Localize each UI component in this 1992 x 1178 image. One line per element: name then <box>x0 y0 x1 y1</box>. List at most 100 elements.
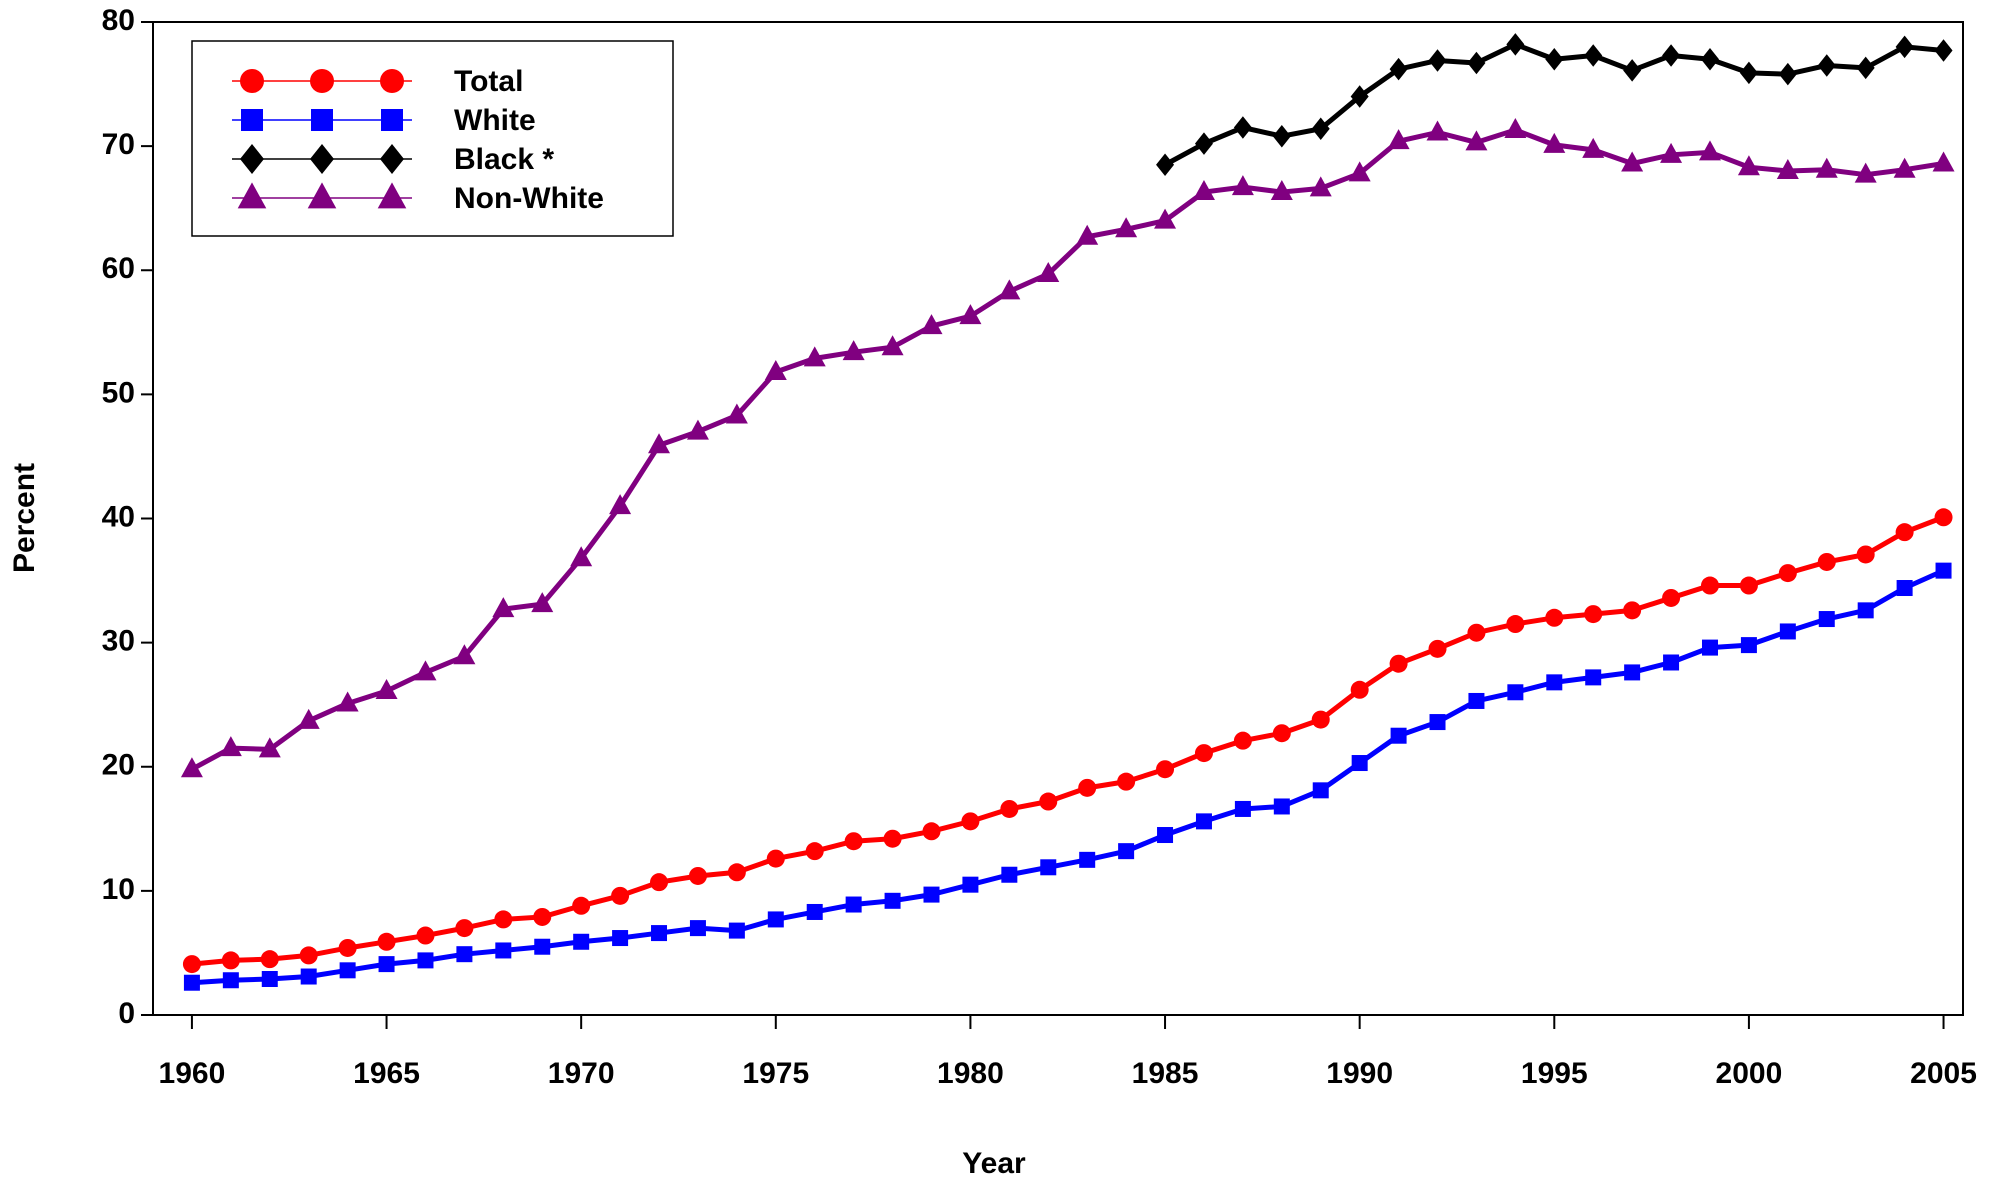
marker <box>650 873 669 892</box>
marker <box>1700 576 1719 595</box>
x-tick-label: 1970 <box>548 1057 615 1090</box>
marker <box>1390 727 1407 744</box>
marker <box>1776 158 1799 179</box>
marker <box>297 708 320 729</box>
marker <box>456 946 473 963</box>
marker <box>1312 782 1329 799</box>
marker <box>375 679 398 700</box>
marker <box>414 660 437 681</box>
y-tick-label: 50 <box>102 376 135 409</box>
marker <box>1817 54 1836 77</box>
marker <box>380 69 404 93</box>
marker <box>1468 692 1485 709</box>
marker <box>222 972 239 989</box>
marker <box>1078 778 1097 797</box>
marker <box>1079 851 1096 868</box>
marker <box>686 419 709 440</box>
y-tick-label: 20 <box>102 749 135 782</box>
marker <box>1895 523 1914 542</box>
marker <box>417 952 434 969</box>
marker <box>237 182 267 209</box>
y-tick-label: 40 <box>102 500 135 533</box>
series-line <box>191 568 1945 986</box>
marker <box>1233 116 1252 139</box>
marker <box>180 757 203 778</box>
x-tick-label: 1990 <box>1326 1057 1393 1090</box>
marker <box>531 592 554 613</box>
marker <box>494 910 513 929</box>
legend: Total White Black * Non-White <box>191 40 674 237</box>
marker <box>1584 605 1603 624</box>
marker <box>1467 51 1486 75</box>
marker <box>492 597 515 618</box>
y-axis-label: Percent <box>8 463 41 573</box>
marker <box>1778 62 1797 86</box>
marker <box>1662 44 1681 67</box>
marker <box>377 932 396 951</box>
legend-label: Non-White <box>454 182 604 215</box>
x-axis-label: Year <box>962 1147 1026 1178</box>
marker <box>1231 175 1254 196</box>
marker <box>307 182 337 209</box>
y-tick-label: 80 <box>102 4 135 37</box>
marker <box>182 955 201 974</box>
marker <box>1234 800 1251 817</box>
marker <box>1309 176 1332 197</box>
marker <box>1624 664 1641 681</box>
marker <box>651 925 668 942</box>
marker <box>1856 545 1875 564</box>
marker <box>842 340 865 361</box>
marker <box>1154 208 1177 229</box>
marker <box>1737 155 1760 176</box>
marker <box>183 974 200 991</box>
marker <box>1932 151 1955 172</box>
marker <box>1273 798 1290 815</box>
marker <box>1389 654 1408 673</box>
x-tick-label: 1960 <box>159 1057 226 1090</box>
marker <box>241 109 263 131</box>
marker <box>299 946 318 965</box>
marker <box>455 919 474 938</box>
x-tick-label: 2000 <box>1716 1057 1783 1090</box>
y-tick-label: 10 <box>102 873 135 906</box>
marker <box>728 922 745 939</box>
legend-box <box>191 40 674 237</box>
marker <box>1545 608 1564 627</box>
marker <box>612 930 629 947</box>
marker <box>1660 142 1683 163</box>
marker <box>240 69 264 93</box>
marker <box>1584 44 1603 67</box>
marker <box>533 907 552 926</box>
marker <box>1895 35 1914 59</box>
marker <box>221 951 240 970</box>
marker <box>260 950 279 969</box>
marker <box>310 69 334 93</box>
marker <box>806 903 823 920</box>
marker <box>1350 680 1369 699</box>
marker <box>920 314 943 335</box>
marker <box>1818 611 1835 628</box>
marker <box>1465 130 1488 151</box>
y-tick-label: 60 <box>102 252 135 285</box>
marker <box>1623 601 1642 620</box>
marker <box>1000 799 1019 818</box>
marker <box>1118 843 1135 860</box>
legend-label: Total <box>454 65 523 98</box>
marker <box>1311 710 1330 729</box>
marker <box>1739 61 1758 85</box>
marker <box>1700 47 1719 71</box>
marker <box>336 691 359 712</box>
marker <box>923 886 940 903</box>
marker <box>1272 124 1291 148</box>
x-tick-label: 1975 <box>742 1057 809 1090</box>
marker <box>1156 760 1175 779</box>
marker <box>1934 508 1953 527</box>
marker <box>1778 564 1797 583</box>
marker <box>609 494 632 515</box>
marker <box>1857 602 1874 619</box>
marker <box>1585 669 1602 686</box>
marker <box>998 279 1021 300</box>
x-tick-label: 1980 <box>937 1057 1004 1090</box>
marker <box>570 546 593 567</box>
